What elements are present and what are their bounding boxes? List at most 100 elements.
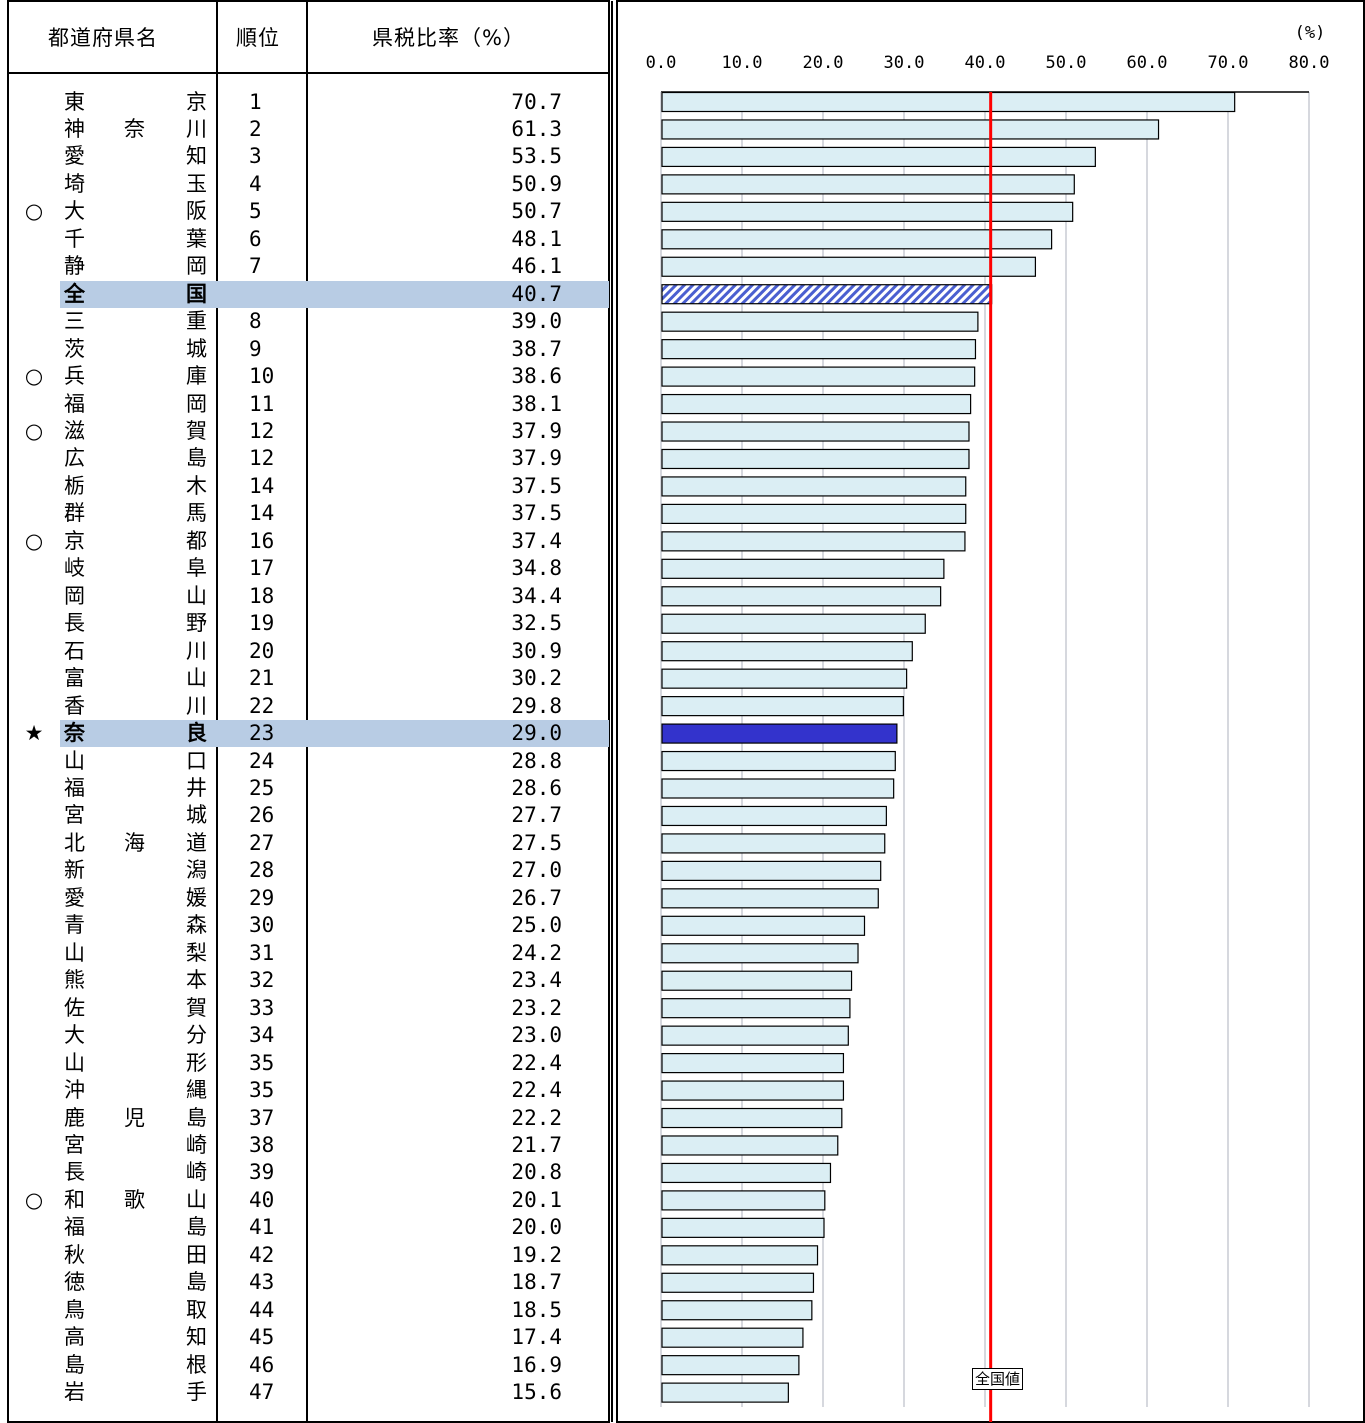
row-mark: ○ xyxy=(24,419,44,444)
prefecture-name-char: 秋 xyxy=(64,1242,85,1267)
ratio-value: 20.0 xyxy=(511,1215,562,1240)
rank-value: 8 xyxy=(249,309,262,334)
prefecture-name-char: 児 xyxy=(124,1105,145,1130)
prefecture-name-char: 奈 xyxy=(124,116,145,141)
rank-value: 44 xyxy=(249,1297,275,1322)
prefecture-name-char: 城 xyxy=(186,336,207,361)
rank-value: 21 xyxy=(249,666,275,691)
ratio-value: 20.1 xyxy=(511,1187,562,1212)
prefecture-name-char: 香 xyxy=(64,693,85,718)
rank-value: 40 xyxy=(249,1187,275,1212)
prefecture-name-char: 福 xyxy=(64,1215,85,1240)
ratio-value: 30.2 xyxy=(511,666,562,691)
prefecture-name-char: 山 xyxy=(64,1050,85,1075)
bar xyxy=(661,1272,815,1293)
rank-value: 26 xyxy=(249,803,275,828)
prefecture-name-char: 城 xyxy=(186,803,207,828)
prefecture-name-char: 庫 xyxy=(186,364,207,389)
prefecture-name-char: 梨 xyxy=(186,940,207,965)
bar xyxy=(661,723,898,744)
row-mark: ○ xyxy=(24,199,44,224)
rank-value: 47 xyxy=(249,1380,275,1405)
prefecture-name-char: 山 xyxy=(64,940,85,965)
bar xyxy=(661,503,967,524)
prefecture-name-char: 高 xyxy=(64,1325,85,1350)
prefecture-name-char: 宮 xyxy=(64,1132,85,1157)
prefecture-name-char: 佐 xyxy=(64,995,85,1020)
rank-value: 1 xyxy=(249,89,262,114)
tick-label: 50.0 xyxy=(1045,53,1087,73)
bar xyxy=(661,229,1053,250)
ratio-value: 24.2 xyxy=(511,940,562,965)
prefecture-name-char: 本 xyxy=(186,968,207,993)
ratio-value: 28.6 xyxy=(511,776,562,800)
prefecture-name-char: 沖 xyxy=(64,1078,85,1103)
prefecture-name-char: 川 xyxy=(186,693,207,718)
ratio-value: 27.0 xyxy=(511,858,562,883)
prefecture-name-char: 島 xyxy=(186,1215,207,1240)
axis-unit: (%) xyxy=(1294,23,1326,43)
bar xyxy=(661,1355,800,1376)
rank-value: 43 xyxy=(249,1270,275,1295)
rank-value: 28 xyxy=(249,858,275,883)
bar xyxy=(661,1217,825,1238)
ratio-value: 53.5 xyxy=(511,144,562,169)
bar xyxy=(661,366,976,387)
ratio-value: 22.4 xyxy=(511,1078,562,1103)
prefecture-name-char: 広 xyxy=(64,446,85,471)
rank-value: 5 xyxy=(249,199,262,224)
rank-value: 2 xyxy=(249,116,262,141)
bar xyxy=(661,668,908,689)
bar xyxy=(661,888,879,909)
ratio-value: 18.7 xyxy=(511,1270,562,1295)
bar xyxy=(661,558,945,579)
rank-value: 35 xyxy=(249,1050,275,1075)
bar xyxy=(661,586,942,607)
rank-value: 14 xyxy=(249,501,275,526)
rank-value: 29 xyxy=(249,885,275,910)
prefecture-name-char: 賀 xyxy=(186,995,207,1020)
tick-label: 70.0 xyxy=(1207,53,1249,73)
bar xyxy=(661,1025,849,1046)
ratio-value: 28.8 xyxy=(511,748,562,773)
bar xyxy=(661,311,979,332)
prefecture-name-char: 海 xyxy=(124,830,145,855)
bar xyxy=(661,146,1096,168)
ratio-value: 17.4 xyxy=(511,1325,562,1350)
row-mark: ○ xyxy=(24,364,44,389)
prefecture-name-char: 千 xyxy=(64,226,85,251)
prefecture-name-char: 川 xyxy=(186,638,207,663)
prefecture-name-char: 新 xyxy=(64,858,85,883)
prefecture-name-char: 和 xyxy=(64,1187,85,1212)
national-value-label: 全国値 xyxy=(972,1368,1024,1390)
prefecture-name-char: 大 xyxy=(64,1023,85,1048)
rank-value: 18 xyxy=(249,583,275,608)
prefecture-name-char: 長 xyxy=(64,611,85,636)
prefecture-name-char: 島 xyxy=(186,1105,207,1130)
prefecture-name-char: 重 xyxy=(186,309,207,334)
rank-value: 25 xyxy=(249,776,275,800)
rank-value: 42 xyxy=(249,1242,275,1267)
bar xyxy=(661,91,1236,113)
ratio-value: 20.8 xyxy=(511,1160,562,1185)
ratio-value: 29.8 xyxy=(511,693,562,718)
ratio-value: 16.9 xyxy=(511,1352,562,1377)
prefecture-name-char: 全 xyxy=(64,281,85,306)
rank-value: 32 xyxy=(249,968,275,993)
ratio-value: 22.2 xyxy=(511,1105,562,1130)
prefecture-name-char: 川 xyxy=(186,116,207,141)
bar xyxy=(661,476,967,497)
bar xyxy=(661,805,887,827)
ratio-value: 37.5 xyxy=(511,501,562,526)
bar xyxy=(661,421,970,442)
bar xyxy=(661,284,993,305)
bar xyxy=(661,174,1075,195)
prefecture-name-char: 東 xyxy=(64,89,85,114)
rank-value: 20 xyxy=(249,638,275,663)
bar xyxy=(661,201,1074,222)
rank-value: 12 xyxy=(249,419,275,444)
rank-value: 35 xyxy=(249,1078,275,1103)
prefecture-name-char: 岡 xyxy=(186,254,207,279)
prefecture-name-char: 都 xyxy=(186,528,207,553)
